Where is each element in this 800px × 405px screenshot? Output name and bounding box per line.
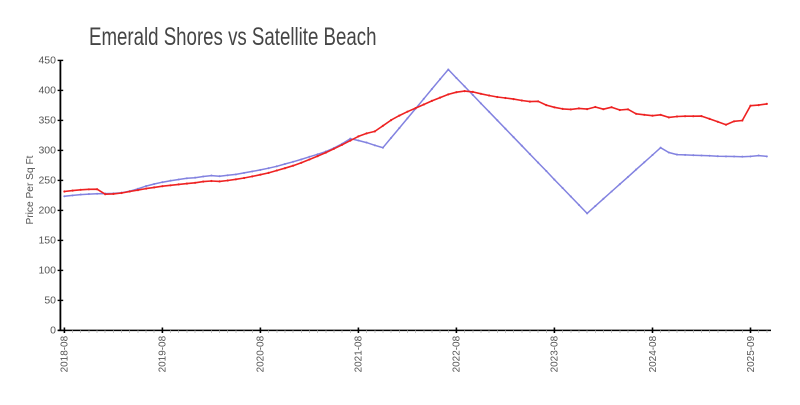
svg-text:2021-08: 2021-08 <box>354 335 365 372</box>
svg-text:100: 100 <box>38 265 56 277</box>
svg-text:400: 400 <box>38 85 56 97</box>
svg-text:350: 350 <box>38 115 56 127</box>
svg-text:2023-08: 2023-08 <box>550 335 561 372</box>
svg-text:2025-09: 2025-09 <box>746 335 757 372</box>
svg-text:Price Per Sq Ft: Price Per Sq Ft <box>25 155 36 224</box>
svg-text:2019-08: 2019-08 <box>158 335 169 372</box>
svg-text:300: 300 <box>38 145 56 157</box>
svg-text:2022-08: 2022-08 <box>452 335 463 372</box>
svg-text:2018-08: 2018-08 <box>60 335 71 372</box>
svg-text:150: 150 <box>38 235 56 247</box>
svg-text:0: 0 <box>50 325 56 337</box>
svg-text:Emerald Shores vs Satellite Be: Emerald Shores vs Satellite Beach <box>89 23 377 51</box>
svg-text:200: 200 <box>38 205 56 217</box>
svg-text:50: 50 <box>44 295 56 307</box>
svg-text:450: 450 <box>38 55 56 67</box>
svg-text:250: 250 <box>38 175 56 187</box>
svg-text:2024-08: 2024-08 <box>648 335 659 372</box>
svg-text:2020-08: 2020-08 <box>256 335 267 372</box>
